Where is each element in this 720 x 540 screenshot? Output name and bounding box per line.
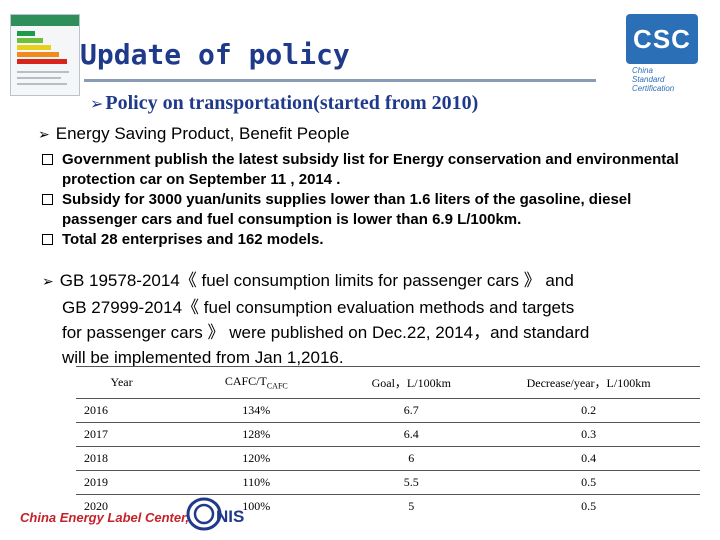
standards-line: GB 27999-2014《 fuel consumption evaluati… bbox=[62, 298, 575, 317]
table-header-row: Year CAFC/TCAFC Goal，L/100km Decrease/ye… bbox=[76, 366, 700, 399]
csc-logo-mark: CSC bbox=[626, 14, 698, 64]
cell-year: 2020 bbox=[76, 494, 168, 518]
list-item: Subsidy for 3000 yuan/units supplies low… bbox=[42, 190, 702, 230]
cell-year: 2016 bbox=[76, 398, 168, 423]
tagline-line: China bbox=[632, 66, 653, 75]
header-decrease: Decrease/year，L/100km bbox=[477, 366, 700, 399]
cell-cafc: 128% bbox=[167, 422, 346, 447]
label-text-line bbox=[17, 71, 69, 73]
standards-text: GB 19578-2014《 fuel consumption limits f… bbox=[59, 271, 574, 290]
square-bullet-icon bbox=[42, 154, 53, 165]
cell-year: 2017 bbox=[76, 422, 168, 447]
page-title: Update of policy bbox=[80, 38, 350, 71]
subtitle: ➢ Policy on transportation(started from 2… bbox=[90, 92, 478, 115]
bullet-text: Total 28 enterprises and 162 models. bbox=[62, 231, 324, 248]
cell-goal: 6.7 bbox=[345, 398, 478, 423]
label-text-line bbox=[17, 83, 67, 85]
standards-line: for passenger cars 》 were published on D… bbox=[62, 323, 590, 342]
table-row: 2017 128% 6.4 0.3 bbox=[76, 422, 700, 447]
list-item: Government publish the latest subsidy li… bbox=[42, 150, 702, 190]
label-grade-bar bbox=[17, 31, 35, 36]
cell-year: 2019 bbox=[76, 470, 168, 495]
cnis-logo-text: NIS bbox=[216, 507, 244, 526]
cell-decrease: 0.4 bbox=[477, 446, 700, 471]
cell-decrease: 0.3 bbox=[477, 422, 700, 447]
section-heading-text: Energy Saving Product, Benefit People bbox=[55, 124, 350, 143]
bullet-text: Government publish the latest subsidy li… bbox=[62, 151, 679, 188]
label-grade-bar bbox=[17, 45, 51, 50]
cell-decrease: 0.2 bbox=[477, 398, 700, 423]
label-text-line bbox=[17, 77, 61, 79]
cell-year: 2018 bbox=[76, 446, 168, 471]
table-row: 2016 134% 6.7 0.2 bbox=[76, 398, 700, 423]
header-year: Year bbox=[76, 366, 168, 399]
label-grade-bar bbox=[17, 52, 59, 57]
cell-decrease: 0.5 bbox=[477, 494, 700, 518]
bullet-text: Subsidy for 3000 yuan/units supplies low… bbox=[62, 191, 632, 228]
cell-goal: 6.4 bbox=[345, 422, 478, 447]
list-item: Total 28 enterprises and 162 models. bbox=[42, 230, 702, 250]
label-header-bar bbox=[11, 15, 79, 26]
subtitle-text: Policy on transportation(started from 20… bbox=[105, 92, 479, 114]
subsidy-bullet-list: Government publish the latest subsidy li… bbox=[42, 150, 702, 250]
csc-logo-tagline: China Standard Certification bbox=[632, 66, 694, 93]
standards-paragraph: ➢ GB 19578-2014《 fuel consumption limits … bbox=[42, 268, 702, 370]
header-goal: Goal，L/100km bbox=[345, 366, 478, 399]
cnis-logo-inner-ring bbox=[193, 503, 215, 525]
standards-line: will be implemented from Jan 1,2016. bbox=[62, 348, 344, 367]
arrow-bullet-icon: ➢ bbox=[38, 127, 50, 143]
cell-cafc: 110% bbox=[167, 470, 346, 495]
label-grade-bar bbox=[17, 59, 67, 64]
cell-goal: 5.5 bbox=[345, 470, 478, 495]
cell-cafc: 134% bbox=[167, 398, 346, 423]
cell-goal: 5 bbox=[345, 494, 478, 518]
square-bullet-icon bbox=[42, 234, 53, 245]
cell-decrease: 0.5 bbox=[477, 470, 700, 495]
header-cafc-subscript: CAFC bbox=[266, 381, 288, 391]
table-row: 2018 120% 6 0.4 bbox=[76, 446, 700, 471]
arrow-bullet-icon: ➢ bbox=[90, 94, 104, 113]
cnis-logo-ring bbox=[186, 497, 222, 531]
square-bullet-icon bbox=[42, 194, 53, 205]
arrow-bullet-icon: ➢ bbox=[42, 274, 54, 290]
tagline-line: Certification bbox=[632, 84, 675, 93]
energy-label-image bbox=[10, 14, 80, 96]
cnis-logo: NIS bbox=[186, 497, 244, 531]
section-heading: ➢ Energy Saving Product, Benefit People bbox=[38, 124, 350, 144]
tagline-line: Standard bbox=[632, 75, 665, 84]
csc-logo: CSC China Standard Certification bbox=[626, 14, 698, 96]
header-cafc: CAFC/TCAFC bbox=[167, 366, 346, 399]
footer-org-name: China Energy Label Center, bbox=[20, 510, 190, 525]
standards-line: ➢ GB 19578-2014《 fuel consumption limits … bbox=[42, 268, 702, 295]
label-grade-bar bbox=[17, 38, 43, 43]
header-cafc-text: CAFC/T bbox=[224, 374, 267, 389]
cell-cafc: 120% bbox=[167, 446, 346, 471]
title-underline bbox=[84, 79, 596, 82]
cafc-targets-table: Year CAFC/TCAFC Goal，L/100km Decrease/ye… bbox=[76, 366, 700, 518]
table-row: 2019 110% 5.5 0.5 bbox=[76, 470, 700, 495]
cell-goal: 6 bbox=[345, 446, 478, 471]
